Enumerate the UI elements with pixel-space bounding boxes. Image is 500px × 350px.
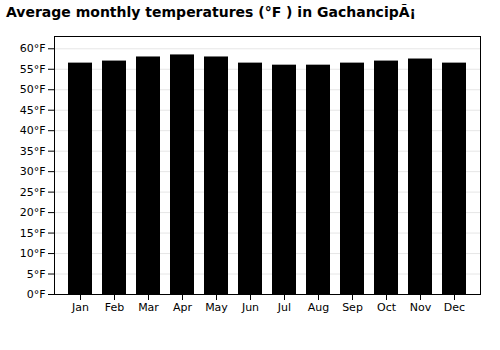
- svg-text:15°F: 15°F: [20, 227, 46, 240]
- svg-text:45°F: 45°F: [20, 104, 46, 117]
- svg-text:Jun: Jun: [241, 301, 259, 314]
- svg-text:Nov: Nov: [410, 301, 432, 314]
- svg-text:10°F: 10°F: [20, 247, 46, 260]
- svg-text:Feb: Feb: [105, 301, 124, 314]
- svg-text:Aug: Aug: [308, 301, 329, 314]
- svg-text:Apr: Apr: [173, 301, 193, 314]
- svg-text:50°F: 50°F: [20, 83, 46, 96]
- svg-text:Jul: Jul: [277, 301, 291, 314]
- svg-text:Dec: Dec: [444, 301, 465, 314]
- svg-text:30°F: 30°F: [20, 165, 46, 178]
- svg-text:Sep: Sep: [342, 301, 363, 314]
- svg-text:60°F: 60°F: [20, 42, 46, 55]
- svg-text:55°F: 55°F: [20, 63, 46, 76]
- svg-text:25°F: 25°F: [20, 186, 46, 199]
- svg-text:0°F: 0°F: [27, 288, 46, 301]
- svg-text:5°F: 5°F: [27, 268, 46, 281]
- svg-text:May: May: [205, 301, 228, 314]
- svg-text:Jan: Jan: [71, 301, 89, 314]
- svg-text:Oct: Oct: [377, 301, 397, 314]
- html-text:Average monthly temperatures (: Average monthly temperatures (°F ) in Ga…: [6, 4, 416, 20]
- svg-text:40°F: 40°F: [20, 124, 46, 137]
- svg-text:20°F: 20°F: [20, 206, 46, 219]
- svg-text:Mar: Mar: [138, 301, 159, 314]
- svg-text:35°F: 35°F: [20, 145, 46, 158]
